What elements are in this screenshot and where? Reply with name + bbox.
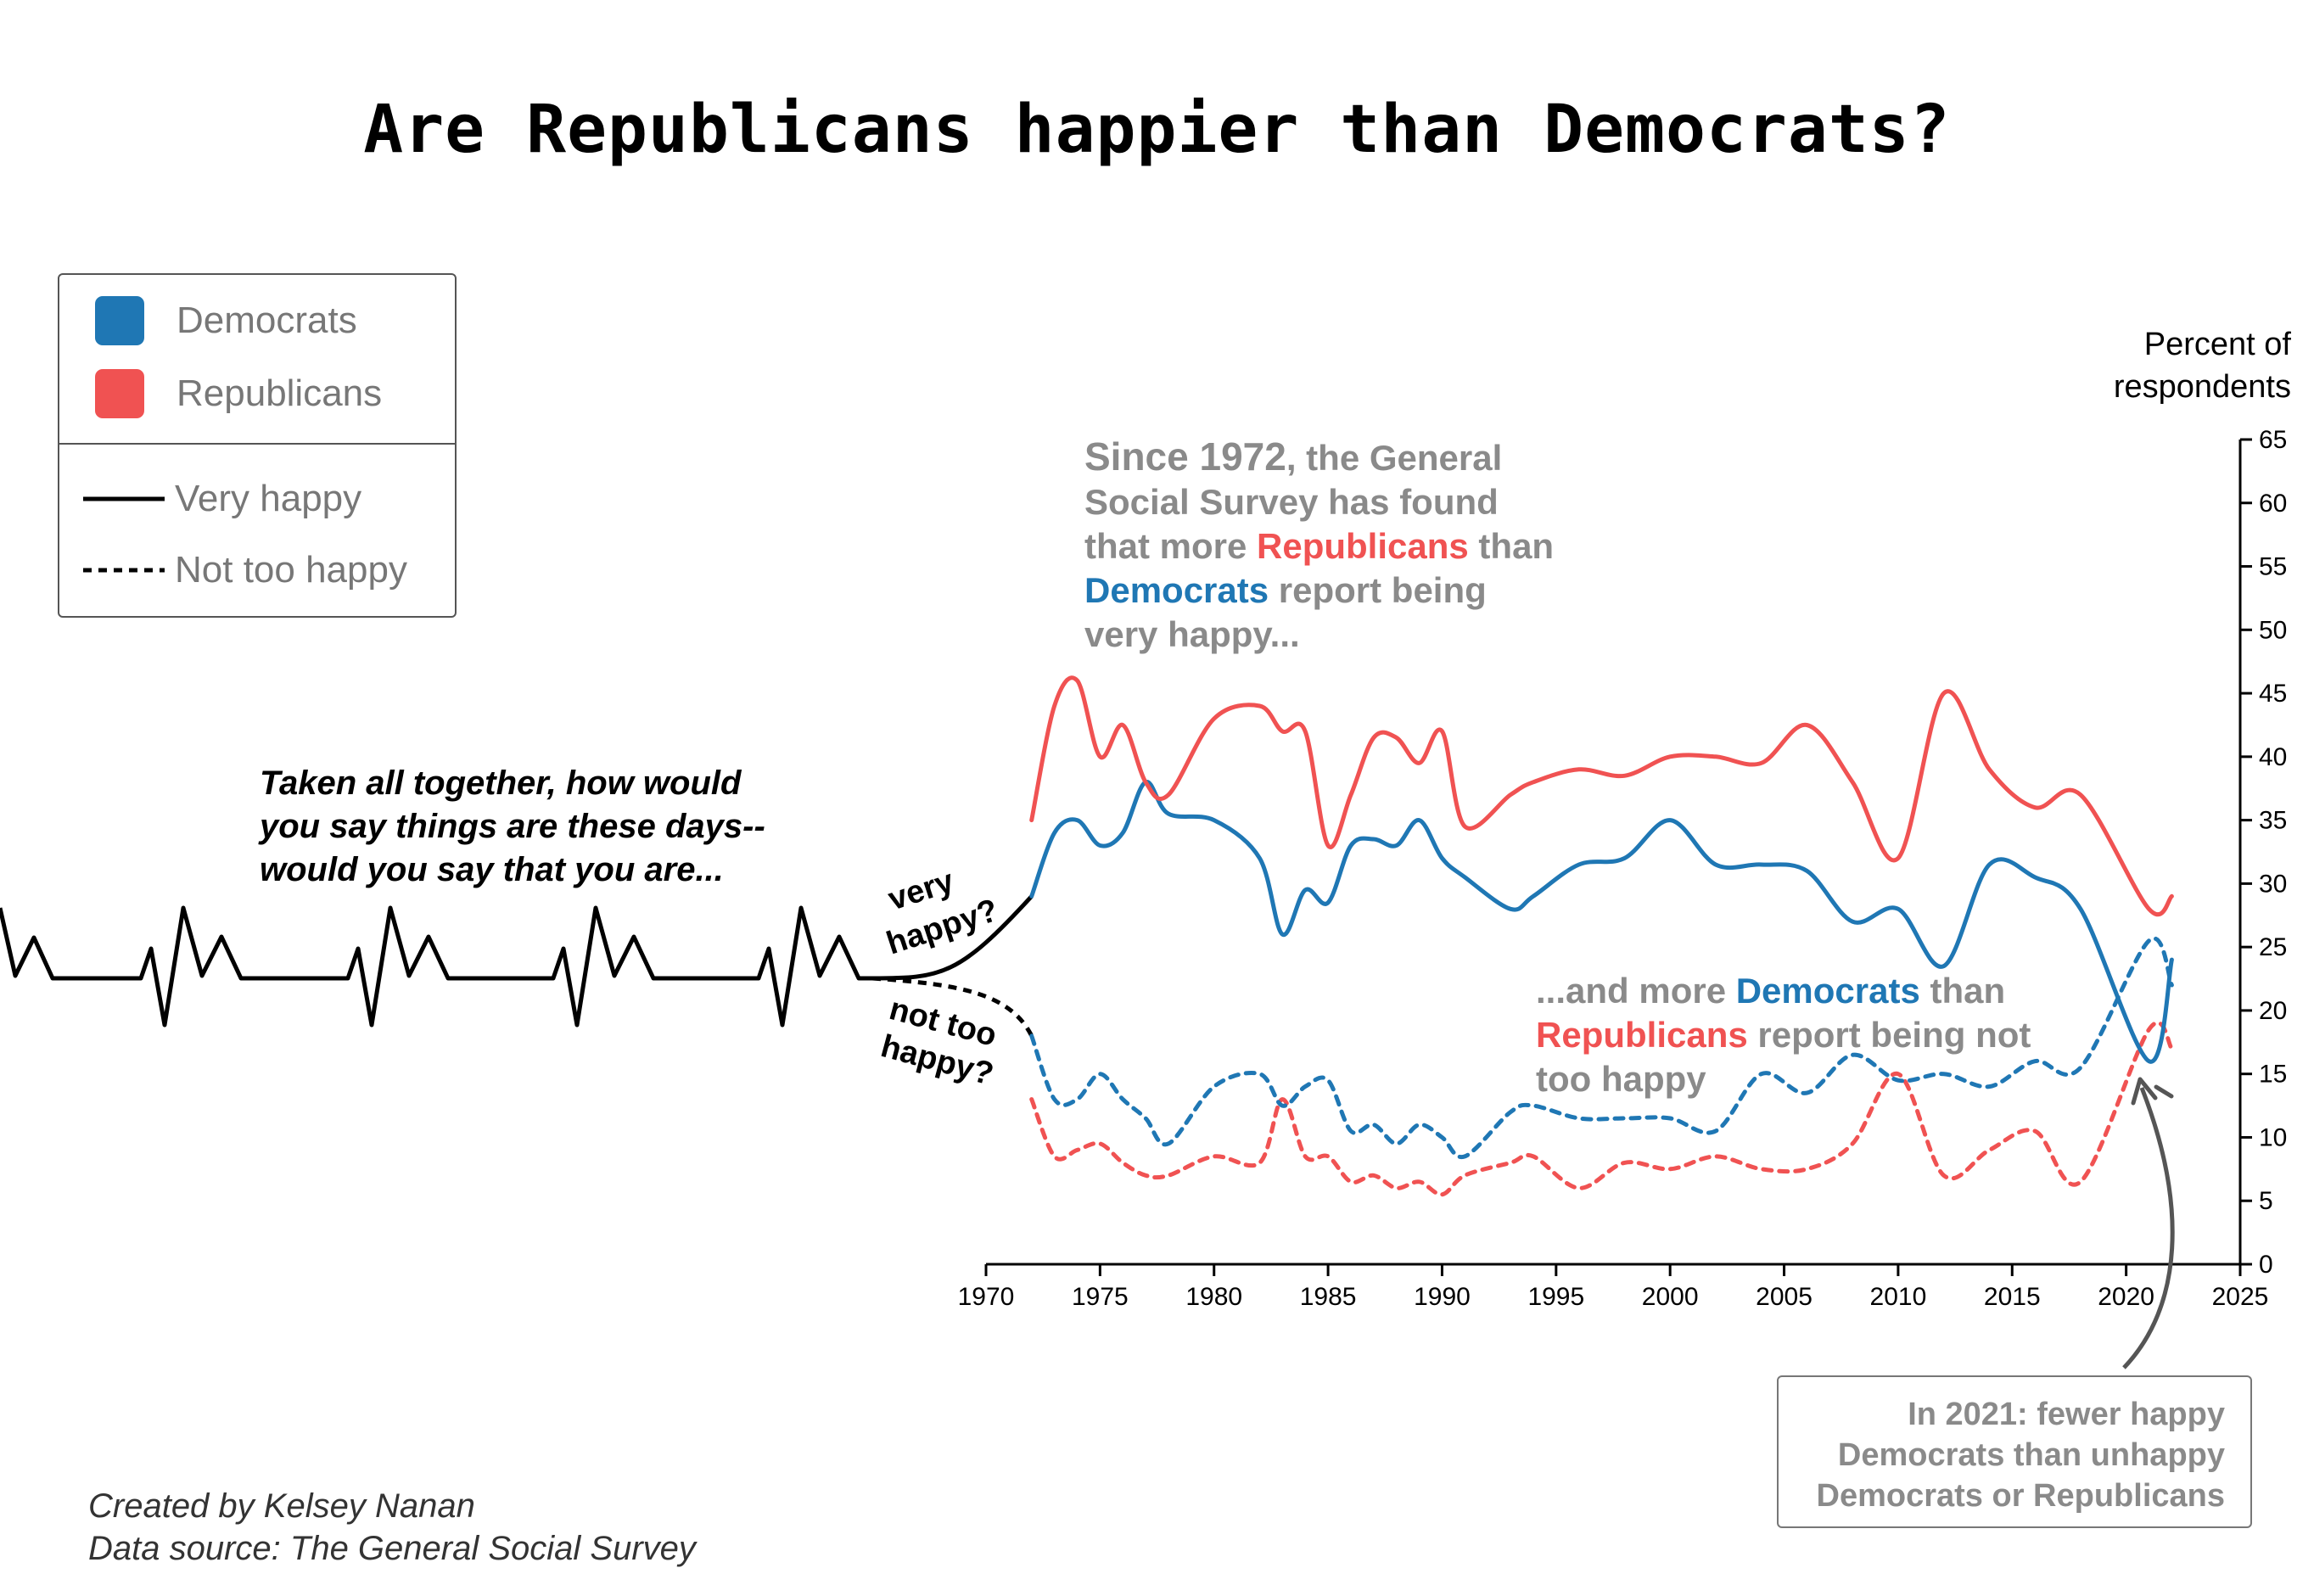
note-bottom-text3: report being not [1747, 1015, 2031, 1055]
note-top-text2: Social Survey has found [1084, 482, 1499, 522]
y-tick-label: 5 [2259, 1187, 2273, 1215]
democrats-not-too-happy-line [1029, 936, 2174, 1160]
question-line2: you say things are these days-- [260, 808, 765, 845]
series-lines [1029, 675, 2174, 1197]
x-tick-label: 1995 [1527, 1283, 1584, 1311]
note-top-text6: very happy... [1084, 614, 1300, 654]
note-top-republicans: Republicans [1257, 526, 1469, 566]
note-top-text1: , the General [1286, 438, 1503, 478]
annotation-top: Since 1972, the General Social Survey ha… [1084, 434, 1628, 657]
y-tick-label: 50 [2259, 616, 2287, 644]
note-top-text5: report being [1269, 570, 1487, 610]
legend-item-democrats: Democrats [59, 295, 357, 346]
y-axis-label-line1: Percent of [2144, 327, 2292, 362]
y-tick-label: 45 [2259, 680, 2287, 708]
legend-label-very-happy: Very happy [175, 478, 362, 519]
heartbeat-line [0, 905, 872, 1028]
x-tick-label: 1985 [1300, 1283, 1357, 1311]
solid-line-key [83, 496, 165, 501]
y-axis-label-line2: respondents [2114, 369, 2291, 405]
legend-label-democrats: Democrats [176, 300, 357, 341]
x-tick-label: 2015 [1984, 1283, 2041, 1311]
legend-item-not-too-happy: Not too happy [59, 545, 407, 596]
x-tick-label: 2020 [2098, 1283, 2154, 1311]
x-tick-label: 1980 [1185, 1283, 1242, 1311]
callout-arrow [2122, 1077, 2175, 1369]
note-top-text4: than [1468, 526, 1555, 566]
callout-box: In 2021: fewer happy Democrats than unha… [1777, 1375, 2252, 1528]
note-bottom-text4: too happy [1536, 1059, 1706, 1099]
y-tick-label: 25 [2259, 933, 2287, 961]
survey-question: Taken all together, how would you say th… [260, 762, 854, 892]
x-tick-label: 2010 [1870, 1283, 1927, 1311]
y-tick-label: 30 [2259, 870, 2287, 898]
note-bottom-democrats: Democrats [1735, 971, 1920, 1011]
y-tick-label: 60 [2259, 490, 2287, 518]
y-tick-label: 65 [2259, 426, 2287, 454]
legend: Democrats Republicans Very happy Not too… [58, 273, 457, 618]
note-bottom-republicans: Republicans [1536, 1015, 1748, 1055]
credits-source: Data source: The General Social Survey [88, 1530, 696, 1567]
y-tick-label: 0 [2259, 1251, 2273, 1279]
x-tick-label: 2000 [1642, 1283, 1699, 1311]
republicans-very-happy-line [1029, 675, 2174, 917]
legend-label-not-too-happy: Not too happy [175, 549, 407, 591]
x-tick-label: 1970 [958, 1283, 1015, 1311]
x-tick-label: 2005 [1756, 1283, 1813, 1311]
republicans-swatch [95, 369, 144, 418]
chart-title: Are Republicans happier than Democrats? [363, 92, 1951, 168]
republicans-not-too-happy-line [1029, 1020, 2174, 1197]
callout-line1: In 2021: fewer happy [1908, 1397, 2225, 1432]
legend-item-republicans: Republicans [59, 368, 382, 419]
democrats-swatch [95, 296, 144, 345]
credits: Created by Kelsey Nanan Data source: The… [88, 1485, 696, 1570]
y-tick-label: 55 [2259, 553, 2287, 581]
callout-line3: Democrats or Republicans [1816, 1478, 2225, 1514]
arrow-shaft [2122, 1087, 2175, 1369]
y-tick-label: 20 [2259, 997, 2287, 1025]
arrow-tick [2154, 1084, 2174, 1099]
y-tick-label: 40 [2259, 743, 2287, 771]
callout-line2: Democrats than unhappy [1837, 1437, 2225, 1473]
x-tick-label: 1975 [1072, 1283, 1129, 1311]
legend-divider [59, 443, 455, 445]
y-tick-label: 35 [2259, 807, 2287, 835]
note-top-text3: that more [1084, 526, 1258, 566]
democrats-very-happy-line [1029, 780, 2174, 1064]
question-line1: Taken all together, how would [260, 764, 742, 802]
y-tick-label: 15 [2259, 1061, 2287, 1089]
dashed-line-key [83, 568, 165, 573]
heartbeat-decoration [0, 894, 1034, 1037]
legend-label-republicans: Republicans [176, 372, 383, 414]
credits-author: Created by Kelsey Nanan [88, 1487, 475, 1525]
question-line3: would you say that you are... [260, 851, 724, 888]
axes: 1970 1975 1980 1985 1990 1995 2000 2005 2010 2015… [958, 327, 2292, 1311]
x-tick-label: 2025 [2212, 1283, 2269, 1311]
y-tick-label: 10 [2259, 1123, 2287, 1151]
arrow-head [2131, 1077, 2158, 1106]
since-1972: Since 1972 [1084, 434, 1286, 479]
note-bottom-text1: ...and more [1536, 971, 1736, 1011]
annotation-bottom: ...and more Democrats than Republicans r… [1536, 969, 2079, 1101]
x-tick-label: 1990 [1414, 1283, 1471, 1311]
note-top-democrats: Democrats [1084, 570, 1269, 610]
legend-item-very-happy: Very happy [59, 473, 361, 524]
note-bottom-text2: than [1919, 971, 2006, 1011]
not-too-happy-connector [871, 976, 1034, 1037]
